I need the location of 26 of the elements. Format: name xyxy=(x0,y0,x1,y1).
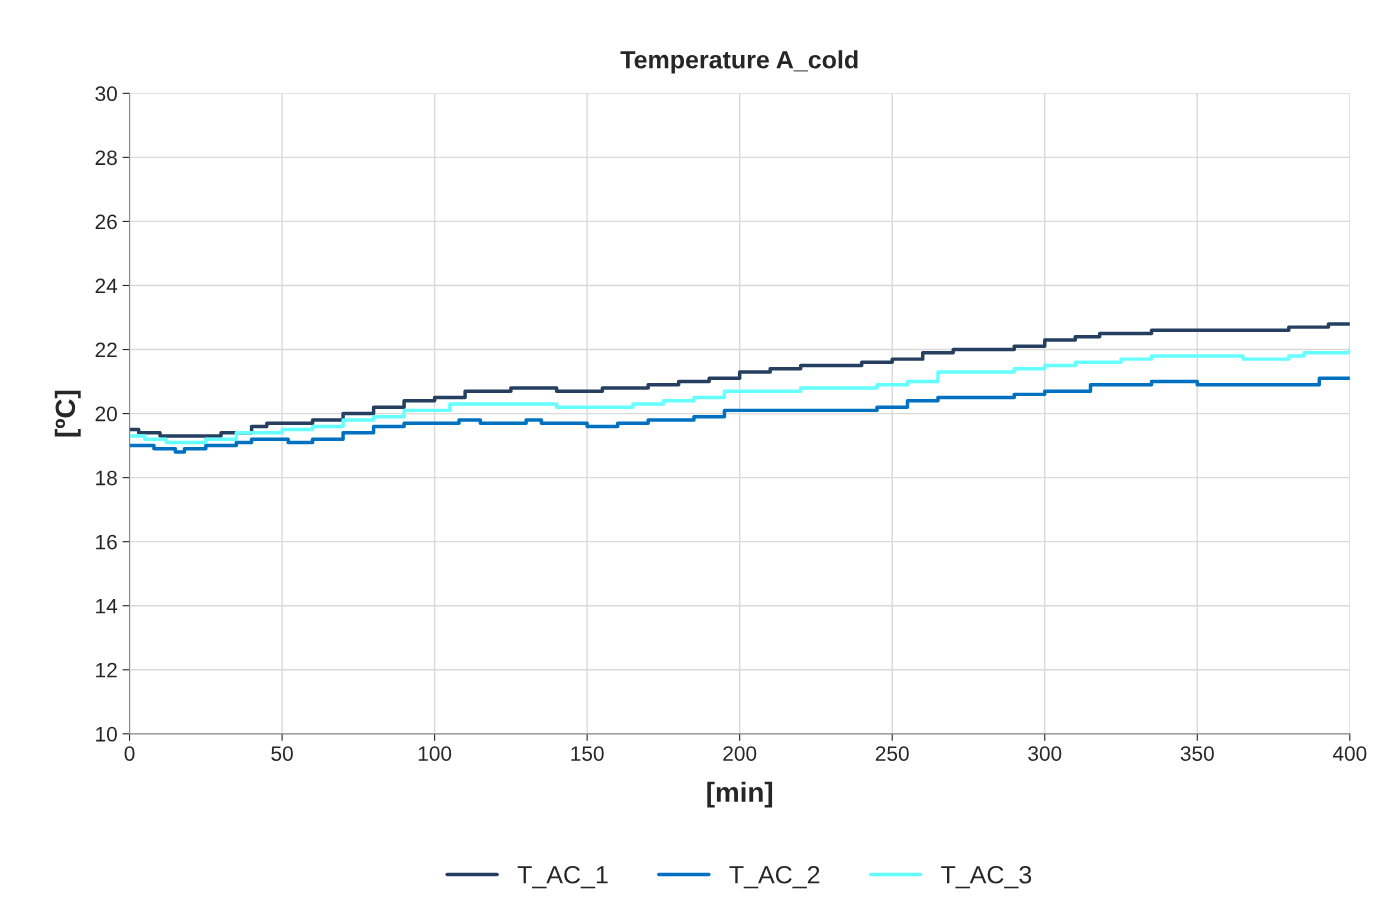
y-tick-label: 22 xyxy=(95,342,117,358)
chart-title: Temperature A_cold xyxy=(620,50,858,74)
y-tick-label: 10 xyxy=(96,726,117,742)
legend-label: T_AC_1 xyxy=(517,865,608,889)
x-tick-label: 400 xyxy=(1332,746,1367,761)
x-tick-label: 50 xyxy=(271,746,293,761)
y-tick-label: 18 xyxy=(96,470,117,486)
x-axis-title: [min] xyxy=(707,781,773,808)
y-tick-label: 26 xyxy=(95,214,117,230)
legend-label: T_AC_2 xyxy=(729,865,820,889)
y-tick-label: 28 xyxy=(95,150,117,166)
x-tick-label: 0 xyxy=(124,746,135,761)
x-tick-label: 100 xyxy=(418,746,452,761)
x-tick-label: 200 xyxy=(723,746,757,761)
y-tick-label: 12 xyxy=(96,662,117,678)
legend-label: T_AC_3 xyxy=(941,865,1032,889)
y-axis-title: [ºC] xyxy=(54,390,81,437)
y-tick-label: 30 xyxy=(95,86,117,102)
x-tick-label: 350 xyxy=(1180,746,1214,761)
y-tick-label: 24 xyxy=(95,278,118,294)
x-tick-label: 150 xyxy=(571,746,604,761)
x-tick-label: 250 xyxy=(875,746,909,761)
y-tick-label: 14 xyxy=(96,598,118,614)
x-tick-label: 300 xyxy=(1028,746,1062,761)
y-tick-label: 16 xyxy=(96,534,117,550)
y-tick-label: 20 xyxy=(95,406,117,422)
